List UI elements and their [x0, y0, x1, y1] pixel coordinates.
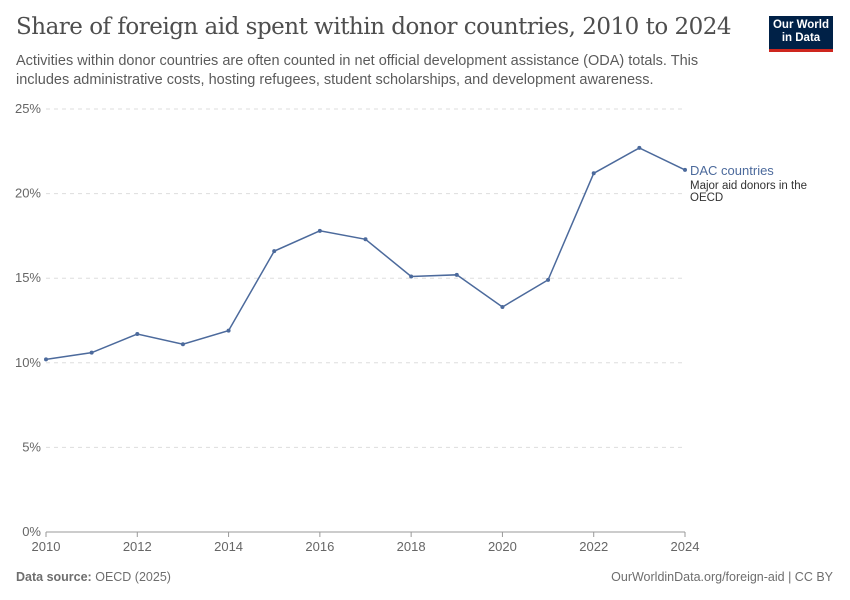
data-point [546, 277, 551, 282]
source-label: Data source: [16, 570, 92, 584]
y-tick-label: 20% [15, 186, 41, 201]
data-point [317, 228, 322, 233]
legend-description: Major aid donors in the OECD [690, 180, 807, 204]
y-tick-label: 15% [15, 270, 41, 285]
x-tick-label: 2012 [123, 539, 152, 554]
chart-title: Share of foreign aid spent within donor … [16, 14, 732, 40]
data-point [683, 167, 687, 172]
source-value: OECD (2025) [95, 570, 171, 584]
x-tick-label: 2014 [214, 539, 243, 554]
x-tick-label: 2010 [32, 539, 61, 554]
source-link[interactable]: OurWorldinData.org/foreign-aid | CC BY [611, 570, 833, 584]
data-point [272, 249, 277, 254]
y-tick-label: 10% [15, 355, 41, 370]
data-point [180, 342, 185, 347]
data-point [135, 332, 140, 337]
data-point [89, 350, 94, 355]
chart-subtitle: Activities within donor countries are of… [16, 53, 699, 88]
y-tick-label: 0% [22, 524, 41, 539]
series-line-dac-countries [45, 147, 686, 361]
data-point [44, 357, 48, 362]
x-tick-label: 2018 [397, 539, 426, 554]
y-tick-label: 25% [15, 101, 41, 116]
legend-label: DAC countries [690, 163, 774, 178]
x-tick-label: 2020 [488, 539, 517, 554]
x-tick-label: 2022 [579, 539, 608, 554]
data-point [363, 237, 368, 242]
data-point [637, 145, 642, 150]
data-source: Data source: OECD (2025) [16, 570, 171, 584]
data-point [409, 274, 414, 279]
owid-logo[interactable]: Our World in Data [769, 16, 833, 52]
logo-text: Our World in Data [772, 19, 829, 44]
data-point [454, 272, 459, 277]
data-point [591, 171, 596, 176]
x-tick-label: 2024 [671, 539, 700, 554]
data-point [226, 328, 231, 333]
x-tick-label: 2016 [305, 539, 334, 554]
y-tick-label: 5% [22, 439, 41, 454]
data-point [500, 304, 505, 309]
